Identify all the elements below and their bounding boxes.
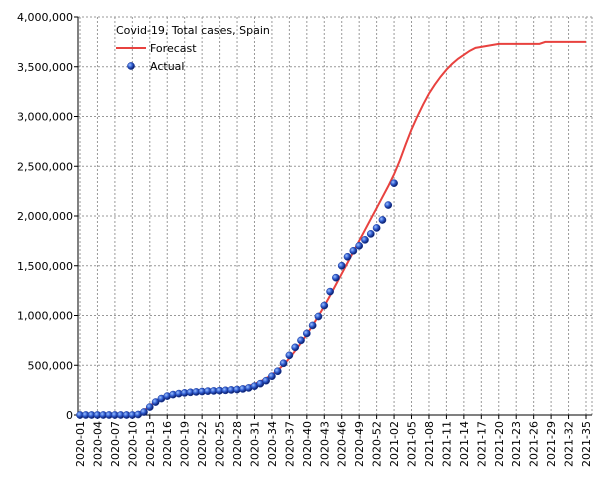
- actual-point: [291, 343, 300, 352]
- actual-point: [151, 398, 160, 406]
- y-tick-label: 3,500,000: [17, 61, 73, 74]
- x-tick-label: 2021-32: [563, 421, 576, 467]
- x-tick-label: 2020-01: [74, 421, 87, 467]
- actual-point: [343, 252, 352, 261]
- x-tick-label: 2021-17: [475, 421, 488, 467]
- x-tick-label: 2021-35: [580, 421, 593, 467]
- x-tick-label: 2021-26: [528, 421, 541, 467]
- actual-point: [326, 287, 334, 296]
- x-tick-label: 2020-19: [179, 421, 192, 467]
- actual-point: [355, 242, 364, 250]
- actual-point: [273, 367, 282, 376]
- y-tick-label: 3,000,000: [17, 111, 73, 124]
- y-tick-label: 2,000,000: [17, 210, 73, 223]
- x-tick-label: 2020-04: [91, 421, 104, 467]
- actual-point: [279, 359, 288, 368]
- x-tick-label: 2020-16: [161, 421, 174, 467]
- x-tick-label: 2020-34: [266, 421, 279, 467]
- actual-point: [361, 236, 369, 244]
- actual-point: [302, 329, 311, 338]
- y-tick-label: 0: [66, 409, 73, 422]
- actual-point: [378, 216, 387, 224]
- actual-point: [390, 179, 398, 188]
- actual-point: [372, 224, 381, 232]
- x-tick-label: 2020-43: [318, 421, 331, 467]
- actual-point: [262, 376, 270, 385]
- actual-point: [384, 201, 393, 209]
- actual-point: [366, 230, 375, 238]
- x-tick-label: 2021-23: [510, 421, 523, 467]
- x-tick-label: 2020-40: [301, 421, 314, 467]
- x-tick-label: 2021-29: [545, 421, 558, 467]
- actual-point: [285, 351, 294, 360]
- actual-point: [268, 372, 276, 381]
- legend-marker: [127, 62, 135, 70]
- actual-point: [297, 336, 305, 345]
- x-tick-label: 2020-46: [336, 421, 349, 467]
- x-tick-label: 2020-13: [144, 421, 157, 467]
- actual-point: [332, 273, 340, 282]
- legend-label: Actual: [150, 60, 184, 73]
- x-tick-label: 2021-14: [458, 421, 471, 467]
- legend-title: Covid-19, Total cases, Spain: [116, 24, 270, 37]
- x-tick-label: 2021-20: [493, 421, 506, 467]
- x-tick-label: 2021-02: [388, 421, 401, 467]
- actual-point: [140, 408, 148, 416]
- x-tick-label: 2020-07: [109, 421, 122, 467]
- actual-point: [314, 312, 323, 321]
- x-tick-label: 2020-28: [231, 421, 244, 467]
- x-tick-label: 2020-31: [248, 421, 261, 467]
- x-tick-label: 2020-37: [283, 421, 296, 467]
- actual-point: [145, 403, 154, 411]
- actual-point: [308, 321, 317, 330]
- y-tick-label: 1,000,000: [17, 310, 73, 323]
- y-tick-label: 4,000,000: [17, 11, 73, 24]
- y-tick-label: 1,500,000: [17, 260, 73, 273]
- y-tick-label: 2,500,000: [17, 160, 73, 173]
- x-tick-label: 2021-08: [423, 421, 436, 467]
- x-tick-label: 2021-11: [440, 421, 453, 467]
- x-tick-label: 2020-52: [371, 421, 384, 467]
- actual-point: [349, 246, 358, 255]
- x-tick-label: 2020-49: [353, 421, 366, 467]
- legend-label: Forecast: [150, 42, 197, 55]
- x-tick-label: 2021-05: [406, 421, 419, 467]
- x-tick-label: 2020-22: [196, 421, 209, 467]
- x-tick-label: 2020-10: [126, 421, 139, 467]
- actual-point: [320, 301, 329, 310]
- x-tick-label: 2020-25: [214, 421, 227, 467]
- actual-point: [337, 261, 346, 270]
- y-tick-label: 500,000: [28, 359, 74, 372]
